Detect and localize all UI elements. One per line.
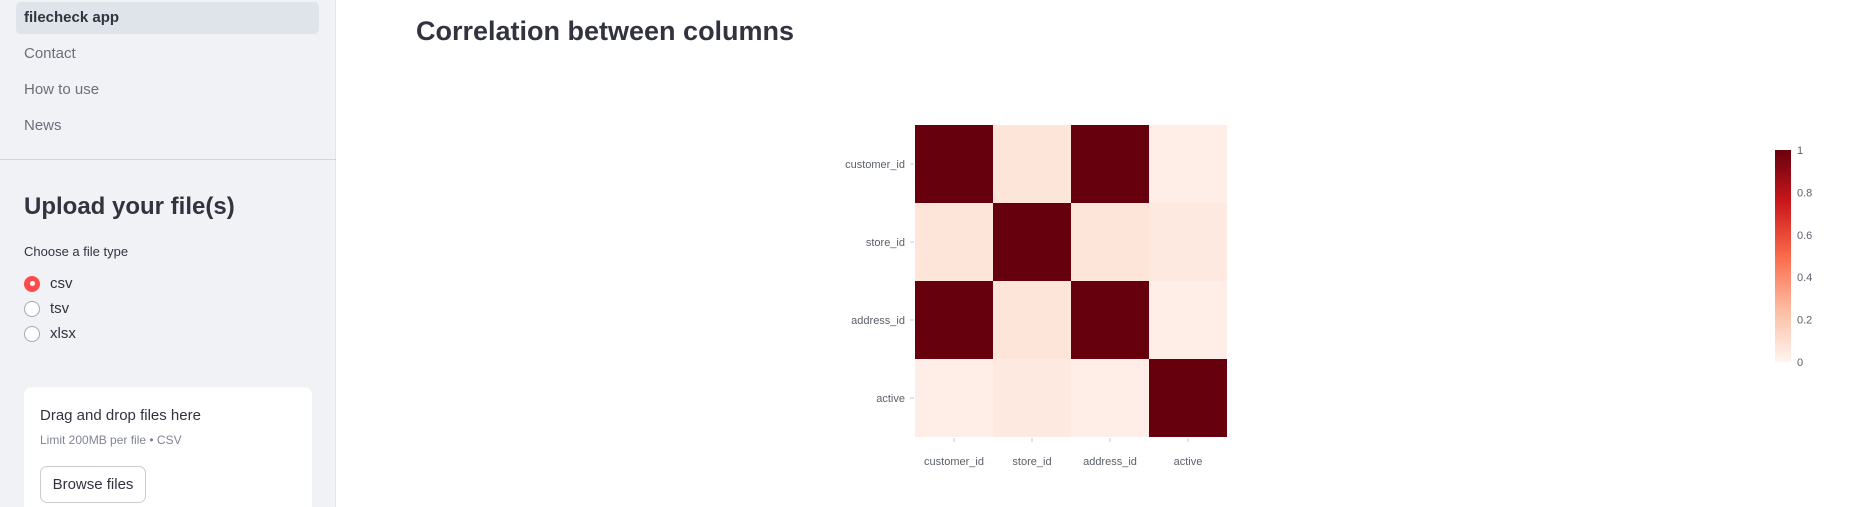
radio-option-xlsx[interactable]: xlsx [24,321,76,346]
page-title: Correlation between columns [416,16,795,46]
colorbar-tick-label: 0.6 [1797,230,1812,242]
radio-option-csv[interactable]: csv [24,271,76,296]
heatmap-cell [1071,125,1149,203]
sidebar: filecheck app Contact How to use News Up… [0,0,336,507]
heatmap-cell [915,203,993,281]
upload-title: Upload your file(s) [24,193,235,220]
colorbar-tick-label: 0 [1797,357,1803,369]
radio-checked-icon[interactable] [24,275,40,292]
nav-item-contact[interactable]: Contact [24,45,76,62]
radio-label-tsv: tsv [50,300,70,317]
heatmap-cell [993,359,1071,437]
heatmap-cell [915,125,993,203]
nav-item-filecheck-app[interactable]: filecheck app [16,2,319,34]
heatmap-cell [1149,125,1227,203]
correlation-heatmap: customer_idstore_idaddress_idactivecusto… [845,125,1227,468]
file-type-label: Choose a file type [24,244,129,259]
radio-unchecked-icon[interactable] [24,300,40,317]
radio-option-tsv[interactable]: tsv [24,296,76,321]
heatmap-cell [915,281,993,359]
colorbar-tick-label: 0.2 [1797,315,1812,327]
heatmap-cell [1149,359,1227,437]
heatmap-cell [915,359,993,437]
sidebar-divider [0,159,336,160]
browse-files-button[interactable]: Browse files [40,466,146,503]
heatmap-cell [993,125,1071,203]
file-type-radio-group: csv tsv xlsx [24,271,76,346]
y-tick-label: store_id [866,237,905,249]
y-tick-label: address_id [851,315,905,327]
y-tick-label: active [876,393,905,405]
nav-item-how-to-use[interactable]: How to use [24,81,100,98]
nav-item-news[interactable]: News [24,117,62,134]
x-tick-label: active [1174,456,1203,468]
radio-unchecked-icon[interactable] [24,325,40,342]
colorbar-tick-label: 0.8 [1797,187,1812,199]
x-tick-label: customer_id [924,456,984,468]
heatmap-cell [993,203,1071,281]
x-tick-label: store_id [1012,456,1051,468]
heatmap-cell [993,281,1071,359]
heatmap-cell [1149,203,1227,281]
y-tick-label: customer_id [845,159,905,171]
heatmap-cell [1149,281,1227,359]
x-tick-label: address_id [1083,456,1137,468]
heatmap-cell [1071,203,1149,281]
dropzone-limit: Limit 200MB per file • CSV [40,433,182,447]
sidebar-nav: filecheck app Contact How to use News [0,0,335,142]
file-dropzone[interactable]: Drag and drop files here Limit 200MB per… [24,387,312,507]
colorbar-tick-label: 1 [1797,145,1803,157]
radio-label-xlsx: xlsx [50,325,76,342]
heatmap-colorbar: 1 0.8 0.6 0.4 0.2 0 [1775,145,1812,369]
heatmap-cell [1071,281,1149,359]
heatmap-cell [1071,359,1149,437]
colorbar-tick-label: 0.4 [1797,272,1812,284]
dropzone-title: Drag and drop files here [40,407,201,424]
colorbar-gradient [1775,150,1791,362]
radio-label-csv: csv [50,275,73,292]
